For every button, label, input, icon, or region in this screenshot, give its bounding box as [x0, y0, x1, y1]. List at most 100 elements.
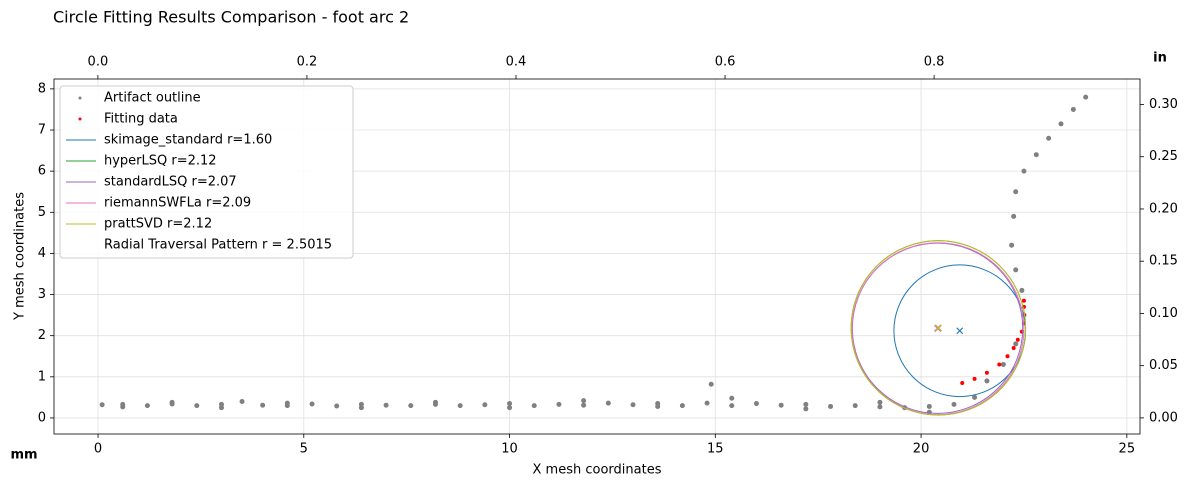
data-point	[877, 399, 883, 405]
legend-label: hyperLSQ r=2.12	[104, 154, 217, 169]
data-point	[997, 362, 1002, 367]
x-tick-label: 0	[94, 442, 102, 457]
data-point	[960, 380, 965, 385]
data-point	[1000, 361, 1006, 367]
data-point	[1046, 135, 1052, 141]
data-point	[383, 402, 389, 408]
data-point	[1009, 242, 1015, 248]
legend-label: skimage_standard r=1.60	[104, 133, 272, 148]
data-point	[1070, 106, 1076, 112]
data-point	[1058, 121, 1064, 127]
y2-tick-label: 0.25	[1149, 149, 1178, 164]
data-point	[984, 378, 990, 384]
legend-marker	[78, 117, 82, 121]
x2-tick-label: 0.2	[297, 55, 318, 70]
data-point	[1015, 337, 1020, 342]
y2-tick-label: 0.30	[1149, 97, 1178, 112]
x-tick-label: 20	[913, 442, 930, 457]
data-point	[507, 401, 513, 407]
data-point	[1019, 329, 1024, 334]
data-point	[972, 376, 977, 381]
data-point	[729, 403, 735, 409]
x-tick-label: 5	[300, 442, 308, 457]
x2-tick-label: 0.6	[715, 55, 736, 70]
data-point	[169, 399, 175, 405]
data-point	[1005, 354, 1010, 359]
y-tick-label: 7	[38, 123, 46, 138]
center-marker	[934, 324, 942, 332]
y-tick-label: 0	[38, 410, 46, 425]
data-point	[507, 405, 513, 411]
data-point	[951, 401, 957, 407]
data-point	[630, 402, 636, 408]
data-point	[828, 403, 834, 409]
y-tick-label: 5	[38, 205, 46, 220]
y-tick-label: 4	[38, 246, 46, 261]
data-point	[1083, 94, 1089, 100]
data-point	[457, 403, 463, 409]
y2-tick-label: 0.05	[1149, 358, 1178, 373]
data-point	[1013, 189, 1019, 195]
data-point	[120, 404, 126, 410]
y2-tick-label: 0.20	[1149, 201, 1178, 216]
x-tick-label: 15	[707, 442, 724, 457]
data-point	[605, 400, 611, 406]
y2-tick-label: 0.15	[1149, 254, 1178, 269]
data-point	[1021, 168, 1027, 174]
unit-label: mm	[10, 448, 37, 463]
data-point	[408, 403, 414, 409]
legend-label: standardLSQ r=2.07	[104, 175, 237, 190]
legend-box	[59, 85, 354, 259]
data-point	[972, 394, 978, 400]
center-marker	[956, 327, 964, 335]
data-point	[984, 370, 989, 375]
data-point	[334, 403, 340, 409]
y2-tick-label: 0.10	[1149, 306, 1178, 321]
data-point	[482, 402, 488, 408]
data-point	[679, 403, 685, 409]
data-point	[581, 398, 587, 404]
x2-axis-label: in	[1153, 51, 1167, 66]
x-tick-label: 25	[1119, 442, 1136, 457]
data-point	[803, 406, 809, 412]
y-tick-label: 3	[38, 287, 46, 302]
data-point	[239, 399, 245, 405]
data-point	[194, 403, 200, 409]
data-point	[144, 403, 150, 409]
data-point	[877, 404, 883, 410]
x2-tick-label: 0.4	[506, 55, 527, 70]
data-point	[1033, 152, 1039, 158]
chart-title: Circle Fitting Results Comparison - foot…	[53, 8, 409, 27]
data-point	[778, 402, 784, 408]
legend-label: riemannSWFLa r=2.09	[104, 196, 251, 211]
data-point	[1011, 346, 1016, 351]
data-point	[99, 402, 105, 408]
x2-tick-label: 0.0	[88, 55, 109, 70]
legend-label: Fitting data	[104, 112, 178, 127]
data-point	[531, 403, 537, 409]
x2-tick-label: 0.8	[924, 55, 945, 70]
y-tick-label: 1	[38, 369, 46, 384]
data-point	[926, 403, 932, 409]
legend-label: Artifact outline	[104, 91, 201, 106]
legend-label: Radial Traversal Pattern r = 2.5015	[104, 238, 332, 253]
data-point	[1013, 267, 1019, 273]
y-axis-label: Y mesh coordinates	[13, 192, 28, 321]
data-point	[581, 402, 587, 408]
data-point	[729, 395, 735, 401]
data-point	[432, 399, 438, 405]
data-point	[1021, 298, 1026, 303]
data-point	[704, 400, 710, 406]
data-point	[218, 405, 224, 411]
data-point	[753, 401, 759, 407]
data-point	[1011, 213, 1017, 219]
y-tick-label: 2	[38, 328, 46, 343]
y-tick-label: 6	[38, 164, 46, 179]
data-point	[260, 402, 266, 408]
data-point	[803, 401, 809, 407]
data-point	[358, 405, 364, 411]
legend-label: prattSVD r=2.12	[104, 217, 212, 232]
data-point	[708, 381, 714, 387]
data-point	[655, 403, 661, 409]
